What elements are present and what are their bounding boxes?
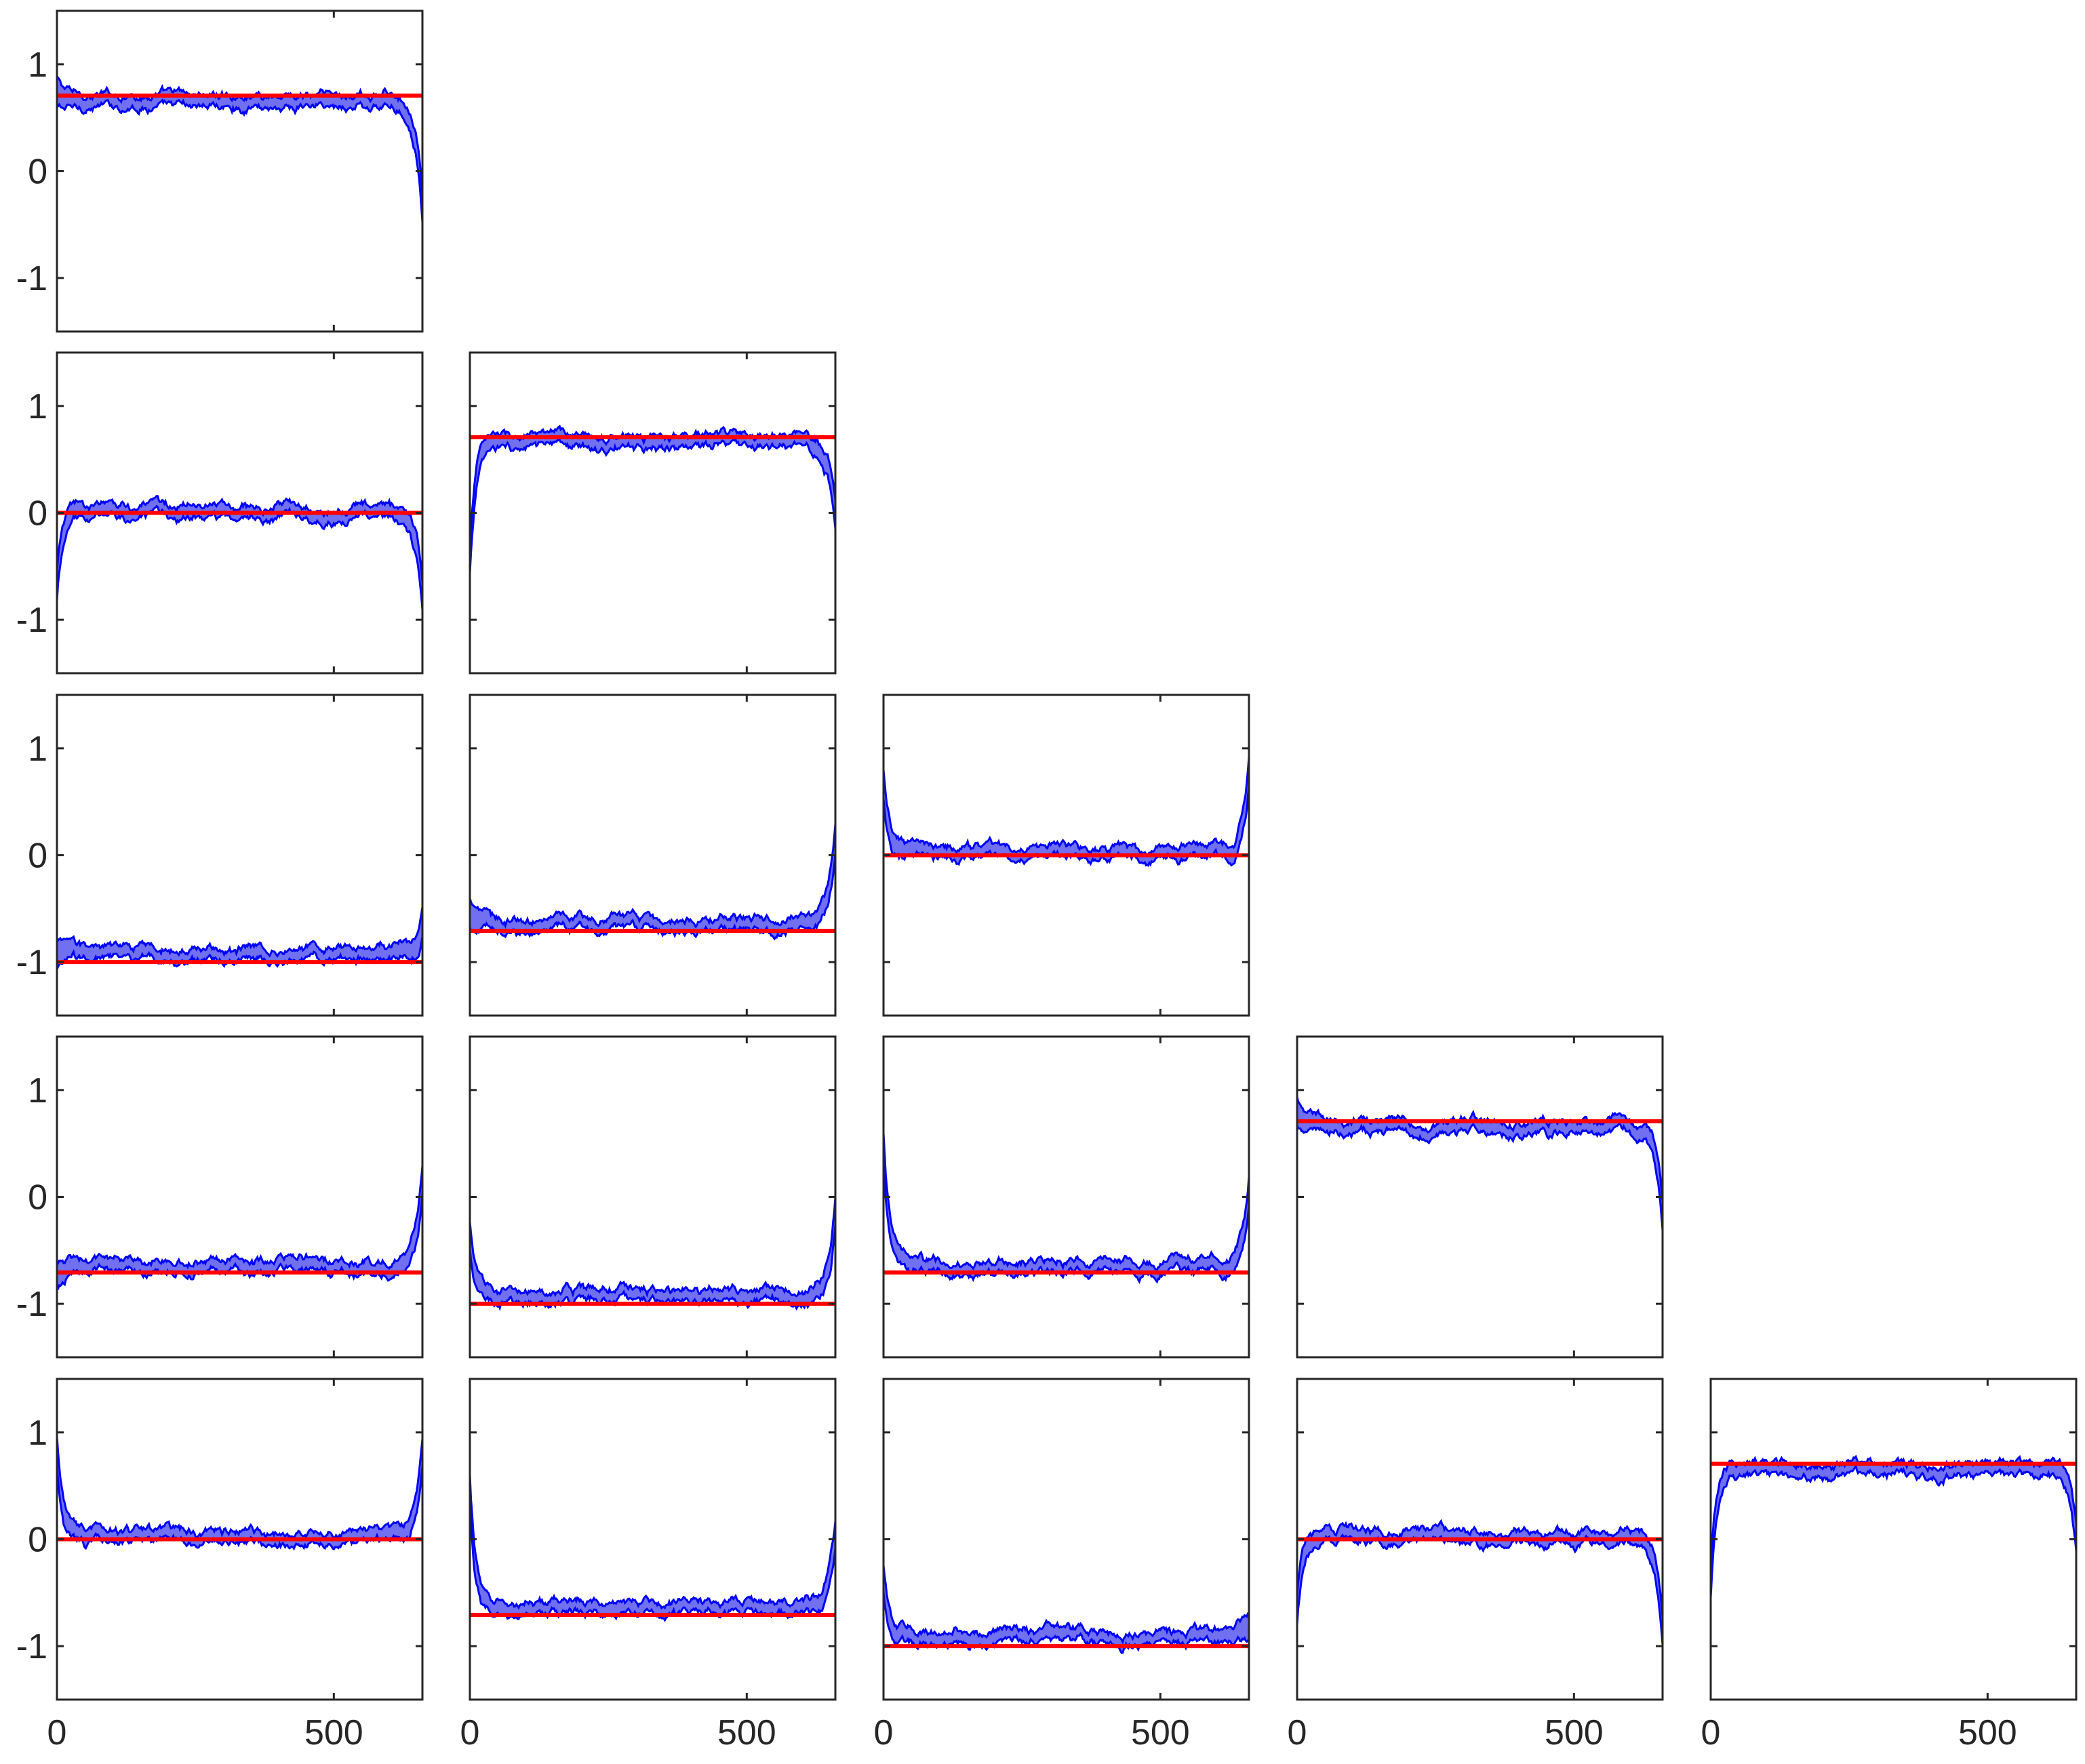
x-tick-label: 0 [1701,1713,1721,1752]
plot-area [1297,1096,1663,1230]
plot-area [883,757,1249,868]
plot-area [470,824,835,941]
y-tick-label: 1 [28,1414,47,1453]
band-lower-edge [470,438,835,574]
band-upper-edge [470,1197,835,1298]
band-lower-edge [57,936,422,970]
x-tick-label: 500 [1958,1713,2017,1752]
band-upper-edge [883,1565,1249,1645]
axes-box [469,1378,837,1701]
band-upper-edge [57,1165,422,1270]
plot-area [57,75,422,223]
panel-r5-c5: 0 500 [1701,1378,2078,1752]
uncertainty-band [57,75,422,223]
x-tick-label: 0 [874,1713,894,1752]
panel-r3-c3 [882,694,1250,1017]
axes-box [56,1035,424,1359]
y-tick-label: -1 [16,1285,47,1324]
y-tick-label: 1 [28,1071,47,1110]
band-upper-edge [883,1132,1249,1271]
uncertainty-band [1711,1456,2076,1599]
y-tick-label: 0 [28,494,47,534]
panel-r1-c1: -1 0 1 [16,9,424,333]
x-tick-label: 0 [1288,1713,1307,1752]
x-tick-label: 0 [460,1713,480,1752]
band-upper-edge [57,906,422,958]
axes-box [56,694,424,1017]
y-tick-label: -1 [16,259,47,298]
band-lower-edge [57,504,422,611]
band-upper-edge [1297,1519,1663,1618]
y-tick-label: 0 [28,153,47,192]
plot-area [57,494,422,611]
plot-area [1711,1454,2076,1599]
band-upper-edge [57,1436,422,1541]
x-tick-label: 500 [304,1713,363,1752]
band-lower-edge [1711,1464,2076,1599]
axes-box [882,1035,1250,1359]
axes-box [56,9,424,333]
plot-area [470,1197,835,1312]
uncertainty-band [57,1165,422,1289]
panel-r4-c1: -1 0 1 [16,1035,424,1359]
x-tick-label: 500 [1545,1713,1604,1752]
band-lower-edge [883,1592,1249,1654]
band-lower-edge [57,98,422,223]
y-tick-label: -1 [16,943,47,982]
plot-area [57,1165,422,1291]
x-tick-label: 0 [47,1713,67,1752]
panel-r4-c3 [882,1035,1250,1359]
y-tick-label: 0 [28,1521,47,1560]
panel-r5-c1: -1 0 1 0 500 [16,1378,424,1752]
panel-r5-c3: 0 500 [874,1378,1250,1752]
band-upper-edge [1297,1096,1663,1201]
y-tick-label: -1 [16,601,47,640]
panel-r2-c1: -1 0 1 [16,351,424,675]
panel-r4-c4 [1296,1035,1664,1359]
band-upper-edge [470,1474,835,1610]
band-lower-edge [1297,1122,1663,1230]
band-lower-edge [1297,1533,1663,1645]
plot-area [1297,1519,1663,1645]
plot-area [470,1474,835,1622]
uncertainty-band [470,824,835,939]
y-tick-label: 1 [28,45,47,85]
plot-area [883,1565,1249,1654]
axes-box [1709,1378,2078,1701]
plot-area [470,424,835,574]
y-tick-label: 1 [28,387,47,426]
uncertainty-band [470,1474,835,1620]
x-tick-label: 500 [1131,1713,1190,1752]
uncertainty-band [470,426,835,574]
panel-r3-c1: -1 0 1 [16,694,424,1017]
band-upper-edge [470,824,835,929]
plot-area [57,906,422,970]
panel-r5-c2: 0 500 [460,1378,837,1752]
band-upper-edge [57,494,422,584]
plot-area [57,1436,422,1551]
uncertainty-band [883,757,1249,866]
axes-box [882,1378,1250,1701]
y-tick-label: 1 [28,729,47,769]
panel-r3-c2 [469,694,837,1017]
band-upper-edge [470,424,835,546]
x-tick-label: 500 [717,1713,776,1752]
plot-area [883,1132,1249,1285]
y-tick-label: 0 [28,837,47,876]
panel-r4-c2 [469,1035,837,1359]
y-tick-label: -1 [16,1627,47,1666]
axes-box [469,1035,837,1359]
axes-box [469,694,837,1017]
uncertainty-band [883,1132,1249,1282]
axes-box [1296,1035,1664,1359]
panel-r2-c2 [469,351,837,675]
band-upper-edge [883,757,1249,856]
band-lower-edge [57,1193,422,1291]
axes-box [469,351,837,675]
y-tick-label: 0 [28,1178,47,1218]
panel-r5-c4: 0 500 [1288,1378,1664,1752]
band-lower-edge [470,854,835,941]
